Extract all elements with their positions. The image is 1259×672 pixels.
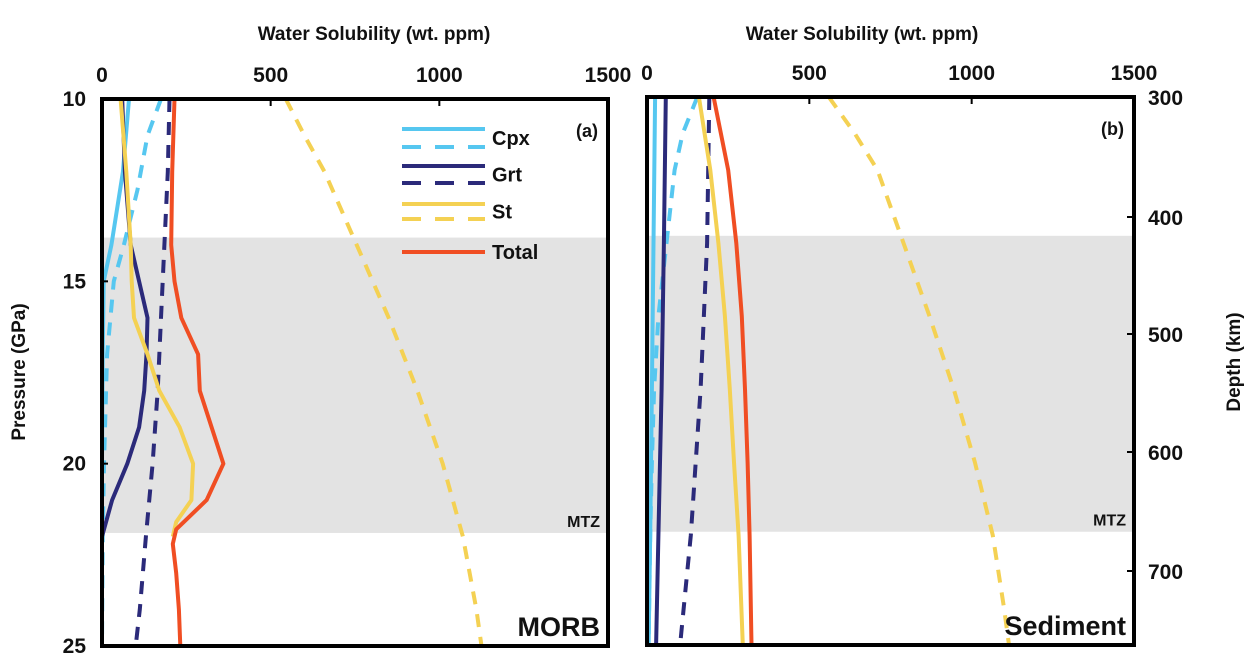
depth-tick-label: 300 [1148,87,1183,110]
series-total-solid [169,98,226,647]
x-axis-title: Water Solubility (wt. ppm) [746,24,979,45]
legend-label: Cpx [492,128,530,150]
x-tick-label: 1500 [585,64,632,87]
series-total-solid [711,96,754,646]
panel-tag: (a) [576,121,598,141]
legend-label: Total [492,242,538,264]
y-tick-label: 20 [63,453,86,476]
x-tick-label: 1000 [948,62,995,85]
series-st-dashed [827,95,1011,646]
mtz-band [102,237,608,533]
x-tick-label: 0 [641,62,653,85]
y-axis-title-pressure: Pressure (GPa) [9,303,30,440]
series-grt-dashed [133,98,172,647]
depth-tick-label: 600 [1148,442,1183,465]
series-st-dashed [284,98,484,647]
composition-label: MORB [518,612,601,642]
x-tick-label: 500 [253,64,288,87]
depth-tick-label: 700 [1148,561,1183,584]
series-cpx-solid [646,96,658,646]
x-tick-label: 0 [96,64,108,87]
plot-frame [645,95,1136,647]
series-cpx-dashed [646,96,700,646]
panel-a: 0 500 1000 1500 Water Solubility (wt. ppm) 10… [9,24,631,658]
y-tick-label: 10 [63,88,86,111]
composition-label: Sediment [1004,611,1126,641]
series-st-solid [696,96,745,646]
x-axis-title: Water Solubility (wt. ppm) [258,24,491,45]
legend: Cpx Grt St Total [402,127,538,264]
depth-tick-label: 400 [1148,207,1183,230]
x-tick-label: 1500 [1111,62,1158,85]
depth-tick-label: 500 [1148,324,1183,347]
mtz-label: MTZ [567,514,600,531]
legend-label: Grt [492,165,522,187]
series-grt-solid [654,96,668,646]
y-tick-label: 25 [63,635,87,658]
plot-frame [100,97,610,648]
panel-tag: (b) [1101,119,1124,139]
legend-label: St [492,202,512,224]
mtz-label: MTZ [1093,513,1126,530]
series-st-solid [118,98,196,538]
panel-b: 0 500 1000 1500 Water Solubility (wt. ppm) 30… [641,24,1245,647]
y-axis-title-depth: Depth (km) [1224,312,1245,411]
series-grt-dashed [678,96,712,646]
x-tick-label: 500 [792,62,827,85]
x-tick-label: 1000 [416,64,463,87]
y-tick-label: 15 [63,270,87,293]
